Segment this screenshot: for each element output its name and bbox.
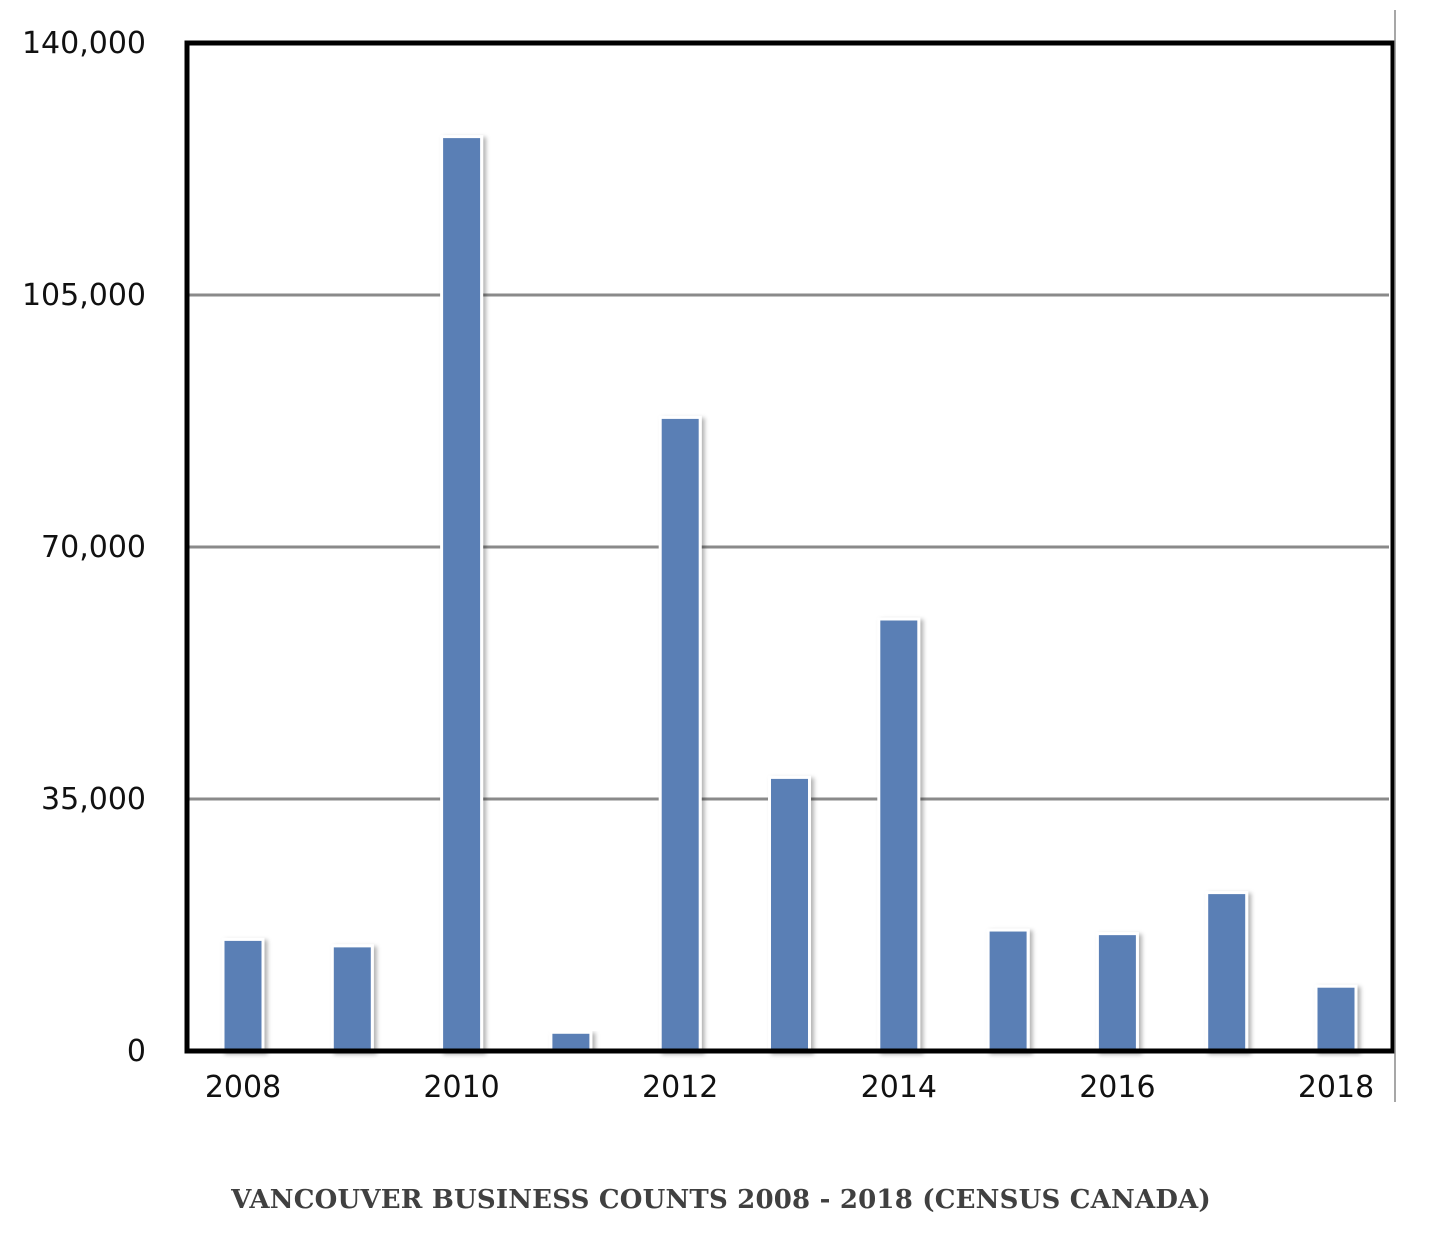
x-tick-label: 2016 — [1079, 1070, 1155, 1105]
bar-2016 — [1095, 932, 1139, 1053]
bar-2017 — [1205, 891, 1249, 1053]
plot-frame — [184, 40, 1396, 1054]
y-tick-label: 35,000 — [41, 782, 146, 817]
x-tick-label: 2012 — [642, 1070, 718, 1105]
x-tick-label: 2010 — [423, 1070, 499, 1105]
y-tick-label: 140,000 — [22, 26, 146, 61]
bar-2010 — [440, 135, 484, 1053]
bar-2012 — [658, 415, 702, 1053]
bar-2011 — [549, 1030, 593, 1053]
bar-2008 — [221, 937, 265, 1053]
y-tick-label: 105,000 — [22, 278, 146, 313]
y-tick-label: 0 — [127, 1034, 146, 1069]
x-tick-label: 2014 — [861, 1070, 937, 1105]
x-tick-label: 2018 — [1298, 1070, 1374, 1105]
bar-2015 — [986, 928, 1030, 1053]
bar-2009 — [330, 944, 374, 1053]
bar-2018 — [1314, 984, 1358, 1053]
bar-2013 — [768, 775, 811, 1053]
chart-title: VANCOUVER BUSINESS COUNTS 2008 - 2018 (C… — [231, 1185, 1211, 1215]
y-tick-label: 70,000 — [41, 530, 146, 565]
bar-2014 — [877, 617, 921, 1053]
x-tick-label: 2008 — [205, 1070, 281, 1105]
